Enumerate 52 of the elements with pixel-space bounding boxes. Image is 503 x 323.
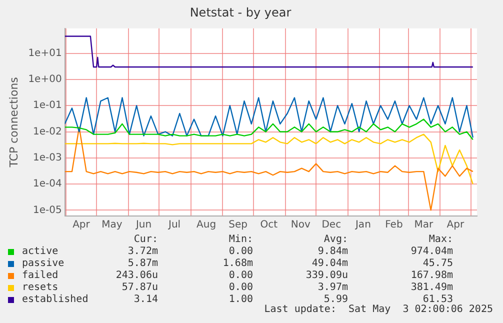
y-tick-label: 1e-05 [32, 204, 62, 216]
text: 61.53 [422, 294, 453, 305]
legend-label: failed [22, 270, 58, 281]
x-tick-label: Apr [72, 220, 91, 231]
legend-label: resets [22, 282, 58, 293]
legend-label: established [22, 294, 88, 305]
y-tick-label: 1e+00 [28, 74, 62, 86]
text: 3.14 [134, 294, 158, 305]
y-tick-label: 1e+01 [28, 48, 62, 59]
text: 974.04m [410, 246, 453, 257]
text: 381.49m [410, 282, 453, 293]
text: 3.72m [128, 246, 158, 257]
text: 1.68m [222, 258, 253, 269]
x-tick-label: Oct [260, 220, 278, 231]
text: 0.00 [228, 282, 253, 293]
x-tick-label: Mar [414, 220, 434, 231]
text: 5.99 [324, 294, 348, 305]
text: 339.09u [306, 270, 348, 281]
text: Avg: [324, 234, 348, 245]
y-tick-label: 1e-03 [32, 152, 62, 164]
y-tick-label: 1e-02 [32, 126, 62, 138]
legend-label: active [22, 246, 58, 257]
text: Cur: [134, 234, 158, 245]
x-tick-label: Dec [322, 220, 342, 231]
text: 45.75 [422, 258, 453, 269]
x-tick-label: Nov [290, 220, 310, 231]
text: 5.87m [128, 258, 158, 269]
text: 0.00 [228, 246, 253, 257]
text: Min: [228, 234, 253, 245]
x-tick-label: Jun [134, 220, 152, 231]
text: 0.00 [228, 270, 253, 281]
y-axis-title: TCP connections [7, 76, 20, 168]
text: 57.87u [122, 282, 158, 293]
x-tick-label: May [102, 220, 122, 231]
x-tick-label: Aug [196, 220, 216, 231]
y-tick-label: 1e-04 [32, 178, 62, 190]
text: 1.00 [228, 294, 253, 305]
text: 167.98m [410, 270, 453, 281]
text: Last update: Sat May 3 02:00:06 2025 [264, 304, 493, 315]
text: 9.84m [318, 246, 348, 257]
text: Max: [428, 234, 453, 245]
text: 49.04m [312, 258, 348, 269]
legend-label: passive [22, 258, 64, 269]
text: 243.06u [116, 270, 158, 281]
x-tick-label: Sep [228, 220, 248, 231]
x-tick-label: Feb [385, 220, 403, 231]
y-tick-label: 1e-01 [32, 100, 62, 112]
chart-title: Netstat - by year [190, 5, 292, 20]
text: 3.97m [318, 282, 348, 293]
x-tick-label: Jul [167, 220, 181, 231]
x-tick-label: Apr [446, 220, 465, 231]
x-tick-label: Jan [354, 220, 371, 231]
